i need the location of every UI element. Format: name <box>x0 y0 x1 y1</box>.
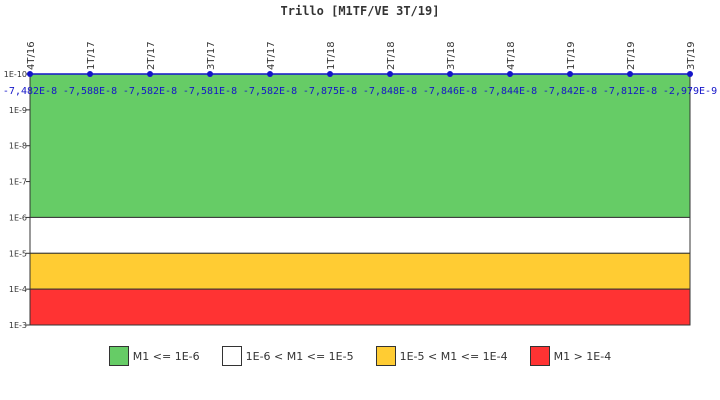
x-tick-label: 2T/19 <box>626 41 637 70</box>
data-point <box>687 71 693 77</box>
data-label: -7,582E-8 <box>243 86 297 97</box>
legend-swatch-white <box>221 346 242 366</box>
legend-swatch-yellow <box>375 346 396 366</box>
legend-label-white: 1E-6 < M1 <= 1E-5 <box>245 349 354 363</box>
legend-item-white: 1E-6 < M1 <= 1E-5 <box>221 344 354 368</box>
data-series <box>27 71 693 77</box>
data-label: -7,848E-8 <box>363 86 417 97</box>
x-tick-label: 3T/18 <box>446 41 457 70</box>
x-tick-label: 4T/18 <box>506 41 517 70</box>
band-0 <box>29 73 691 218</box>
x-tick-label: 2T/17 <box>146 41 157 70</box>
legend-item-red: M1 > 1E-4 <box>529 344 612 368</box>
risk-bands <box>29 73 691 326</box>
y-tick-label: 1E-4 <box>9 285 27 294</box>
chart-title: Trillo [M1TF/VE 3T/19] <box>281 4 440 18</box>
data-label: -7,812E-8 <box>603 86 657 97</box>
legend-item-green: M1 <= 1E-6 <box>108 344 200 368</box>
data-point <box>507 71 513 77</box>
band-3 <box>29 288 691 326</box>
legend-label-red: M1 > 1E-4 <box>553 349 612 363</box>
legend-swatch-red <box>529 346 550 366</box>
legend: M1 <= 1E-6 1E-6 < M1 <= 1E-5 1E-5 < M1 <… <box>0 344 720 368</box>
x-tick-label: 4T/16 <box>26 41 37 70</box>
data-point <box>147 71 153 77</box>
x-tick-label: 3T/19 <box>686 41 697 70</box>
y-tick-label: 1E-9 <box>9 106 27 115</box>
legend-label-green: M1 <= 1E-6 <box>132 349 200 363</box>
band-2 <box>29 252 691 290</box>
data-point <box>327 71 333 77</box>
y-tick-label: 1E-5 <box>9 249 27 258</box>
data-point <box>447 71 453 77</box>
legend-swatch-green <box>108 346 129 366</box>
data-label: -2,979E-9 <box>663 86 717 97</box>
data-point <box>567 71 573 77</box>
x-tick-label: 1T/17 <box>86 41 97 70</box>
x-tick-label: 4T/17 <box>266 41 277 70</box>
x-axis-ticks: 4T/16 1T/17 2T/17 3T/17 4T/17 1T/18 2T/18 3T/18… <box>26 41 697 70</box>
x-tick-label: 3T/17 <box>206 41 217 70</box>
band-1 <box>29 216 691 254</box>
data-point <box>387 71 393 77</box>
legend-item-yellow: 1E-5 < M1 <= 1E-4 <box>375 344 508 368</box>
data-point <box>87 71 93 77</box>
data-label: -7,482E-8 <box>3 86 57 97</box>
x-tick-label: 1T/18 <box>326 41 337 70</box>
y-axis-ticks: 1E-10 1E-9 1E-8 1E-7 1E-6 1E-5 1E-4 1E-3 <box>4 70 30 330</box>
data-label: -7,875E-8 <box>303 86 357 97</box>
y-tick-label: 1E-7 <box>9 178 27 187</box>
data-point <box>267 71 273 77</box>
data-label: -7,846E-8 <box>423 86 477 97</box>
data-point <box>627 71 633 77</box>
y-tick-label: 1E-3 <box>9 321 27 330</box>
data-labels: -7,482E-8 -7,588E-8 -7,582E-8 -7,581E-8 -7,5… <box>3 86 717 97</box>
data-label: -7,582E-8 <box>123 86 177 97</box>
data-label: -7,842E-8 <box>543 86 597 97</box>
data-point <box>27 71 33 77</box>
data-label: -7,844E-8 <box>483 86 537 97</box>
legend-label-yellow: 1E-5 < M1 <= 1E-4 <box>399 349 508 363</box>
data-label: -7,581E-8 <box>183 86 237 97</box>
x-tick-label: 1T/19 <box>566 41 577 70</box>
x-tick-label: 2T/18 <box>386 41 397 70</box>
data-label: -7,588E-8 <box>63 86 117 97</box>
y-tick-label: 1E-8 <box>9 142 27 151</box>
y-tick-label: 1E-6 <box>9 213 27 222</box>
y-tick-label: 1E-10 <box>4 70 27 79</box>
data-point <box>207 71 213 77</box>
